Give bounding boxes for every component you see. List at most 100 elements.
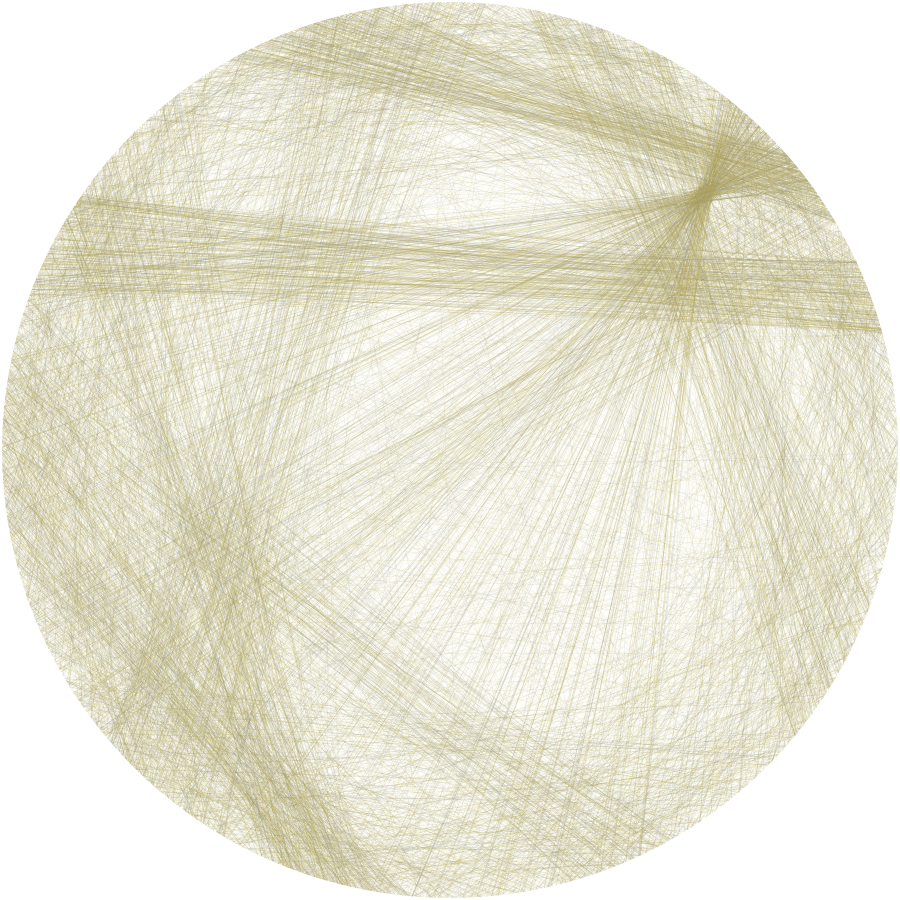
chord xyxy=(77,200,327,881)
chord xyxy=(303,26,879,320)
chord xyxy=(17,4,399,567)
chord xyxy=(21,2,436,580)
chord xyxy=(190,814,666,844)
chord xyxy=(195,81,488,897)
chord xyxy=(319,21,883,569)
chord xyxy=(35,103,167,622)
chord xyxy=(41,38,629,267)
chord xyxy=(79,18,573,198)
chord xyxy=(542,11,898,465)
chord xyxy=(182,82,708,91)
chord xyxy=(725,125,760,803)
chord xyxy=(14,42,637,345)
chord xyxy=(40,104,736,268)
chord xyxy=(17,38,273,332)
chord xyxy=(705,81,830,690)
chord xyxy=(4,501,237,844)
chord xyxy=(229,350,887,841)
chord xyxy=(346,145,780,887)
chord xyxy=(581,21,830,689)
chord xyxy=(121,47,253,755)
chord xyxy=(422,2,781,148)
chord xyxy=(77,699,615,868)
chord xyxy=(4,248,851,407)
chord xyxy=(743,264,859,789)
chord xyxy=(564,369,891,884)
chord xyxy=(142,123,830,689)
chord xyxy=(822,322,880,699)
chord xyxy=(817,283,867,706)
chord xyxy=(3,142,125,410)
chord xyxy=(437,2,893,524)
chord xyxy=(174,771,762,804)
chord xyxy=(415,3,893,381)
chord xyxy=(622,218,834,864)
chord xyxy=(446,271,862,898)
chord xyxy=(77,512,894,699)
chord xyxy=(412,743,789,897)
chord xyxy=(459,2,896,501)
chord xyxy=(310,24,802,728)
chord xyxy=(65,680,538,890)
chord xyxy=(77,683,833,700)
chord xyxy=(28,601,289,868)
chord xyxy=(279,35,854,255)
chord xyxy=(787,156,898,482)
chord xyxy=(50,48,251,248)
chord xyxy=(686,346,887,831)
chord xyxy=(313,23,735,105)
chord xyxy=(3,485,813,714)
chord xyxy=(49,248,335,883)
chord xyxy=(416,3,597,874)
chord xyxy=(34,65,221,283)
chord xyxy=(351,550,887,888)
chord xyxy=(568,17,818,708)
chord xyxy=(133,132,468,898)
chord xyxy=(600,384,894,873)
chord xyxy=(2,435,228,840)
chord xyxy=(27,598,236,844)
chord xyxy=(523,7,853,253)
chord xyxy=(15,254,48,561)
chord xyxy=(92,31,611,721)
chord xyxy=(293,4,496,870)
chord xyxy=(503,29,606,895)
chord xyxy=(2,130,765,434)
chord xyxy=(595,369,891,874)
chord xyxy=(469,472,898,898)
chord xyxy=(534,9,886,556)
chord xyxy=(429,2,700,79)
chord xyxy=(288,31,620,866)
chord xyxy=(350,13,889,361)
chord xyxy=(29,28,299,606)
chord xyxy=(67,16,563,217)
chord xyxy=(669,140,775,841)
chord xyxy=(178,618,865,807)
chord xyxy=(571,18,895,510)
chord xyxy=(110,156,744,789)
chord xyxy=(312,682,834,877)
chord xyxy=(3,452,898,487)
chord xyxy=(55,548,888,663)
chord xyxy=(330,862,624,882)
chord xyxy=(73,692,608,870)
chord xyxy=(8,220,66,527)
chord xyxy=(29,293,344,886)
chord xyxy=(466,87,714,898)
chord xyxy=(49,650,716,812)
chord xyxy=(67,683,601,873)
chord xyxy=(72,207,326,881)
chord xyxy=(427,783,749,898)
chord xyxy=(29,2,439,296)
chord xyxy=(187,813,519,894)
chord xyxy=(339,15,898,459)
chord xyxy=(14,30,292,555)
chord xyxy=(361,10,887,347)
chord xyxy=(184,810,459,898)
chord xyxy=(2,469,226,838)
chord xyxy=(129,763,453,898)
chord xyxy=(182,568,882,810)
chord xyxy=(217,298,872,834)
chord xyxy=(15,338,881,575)
chord xyxy=(6,342,886,511)
